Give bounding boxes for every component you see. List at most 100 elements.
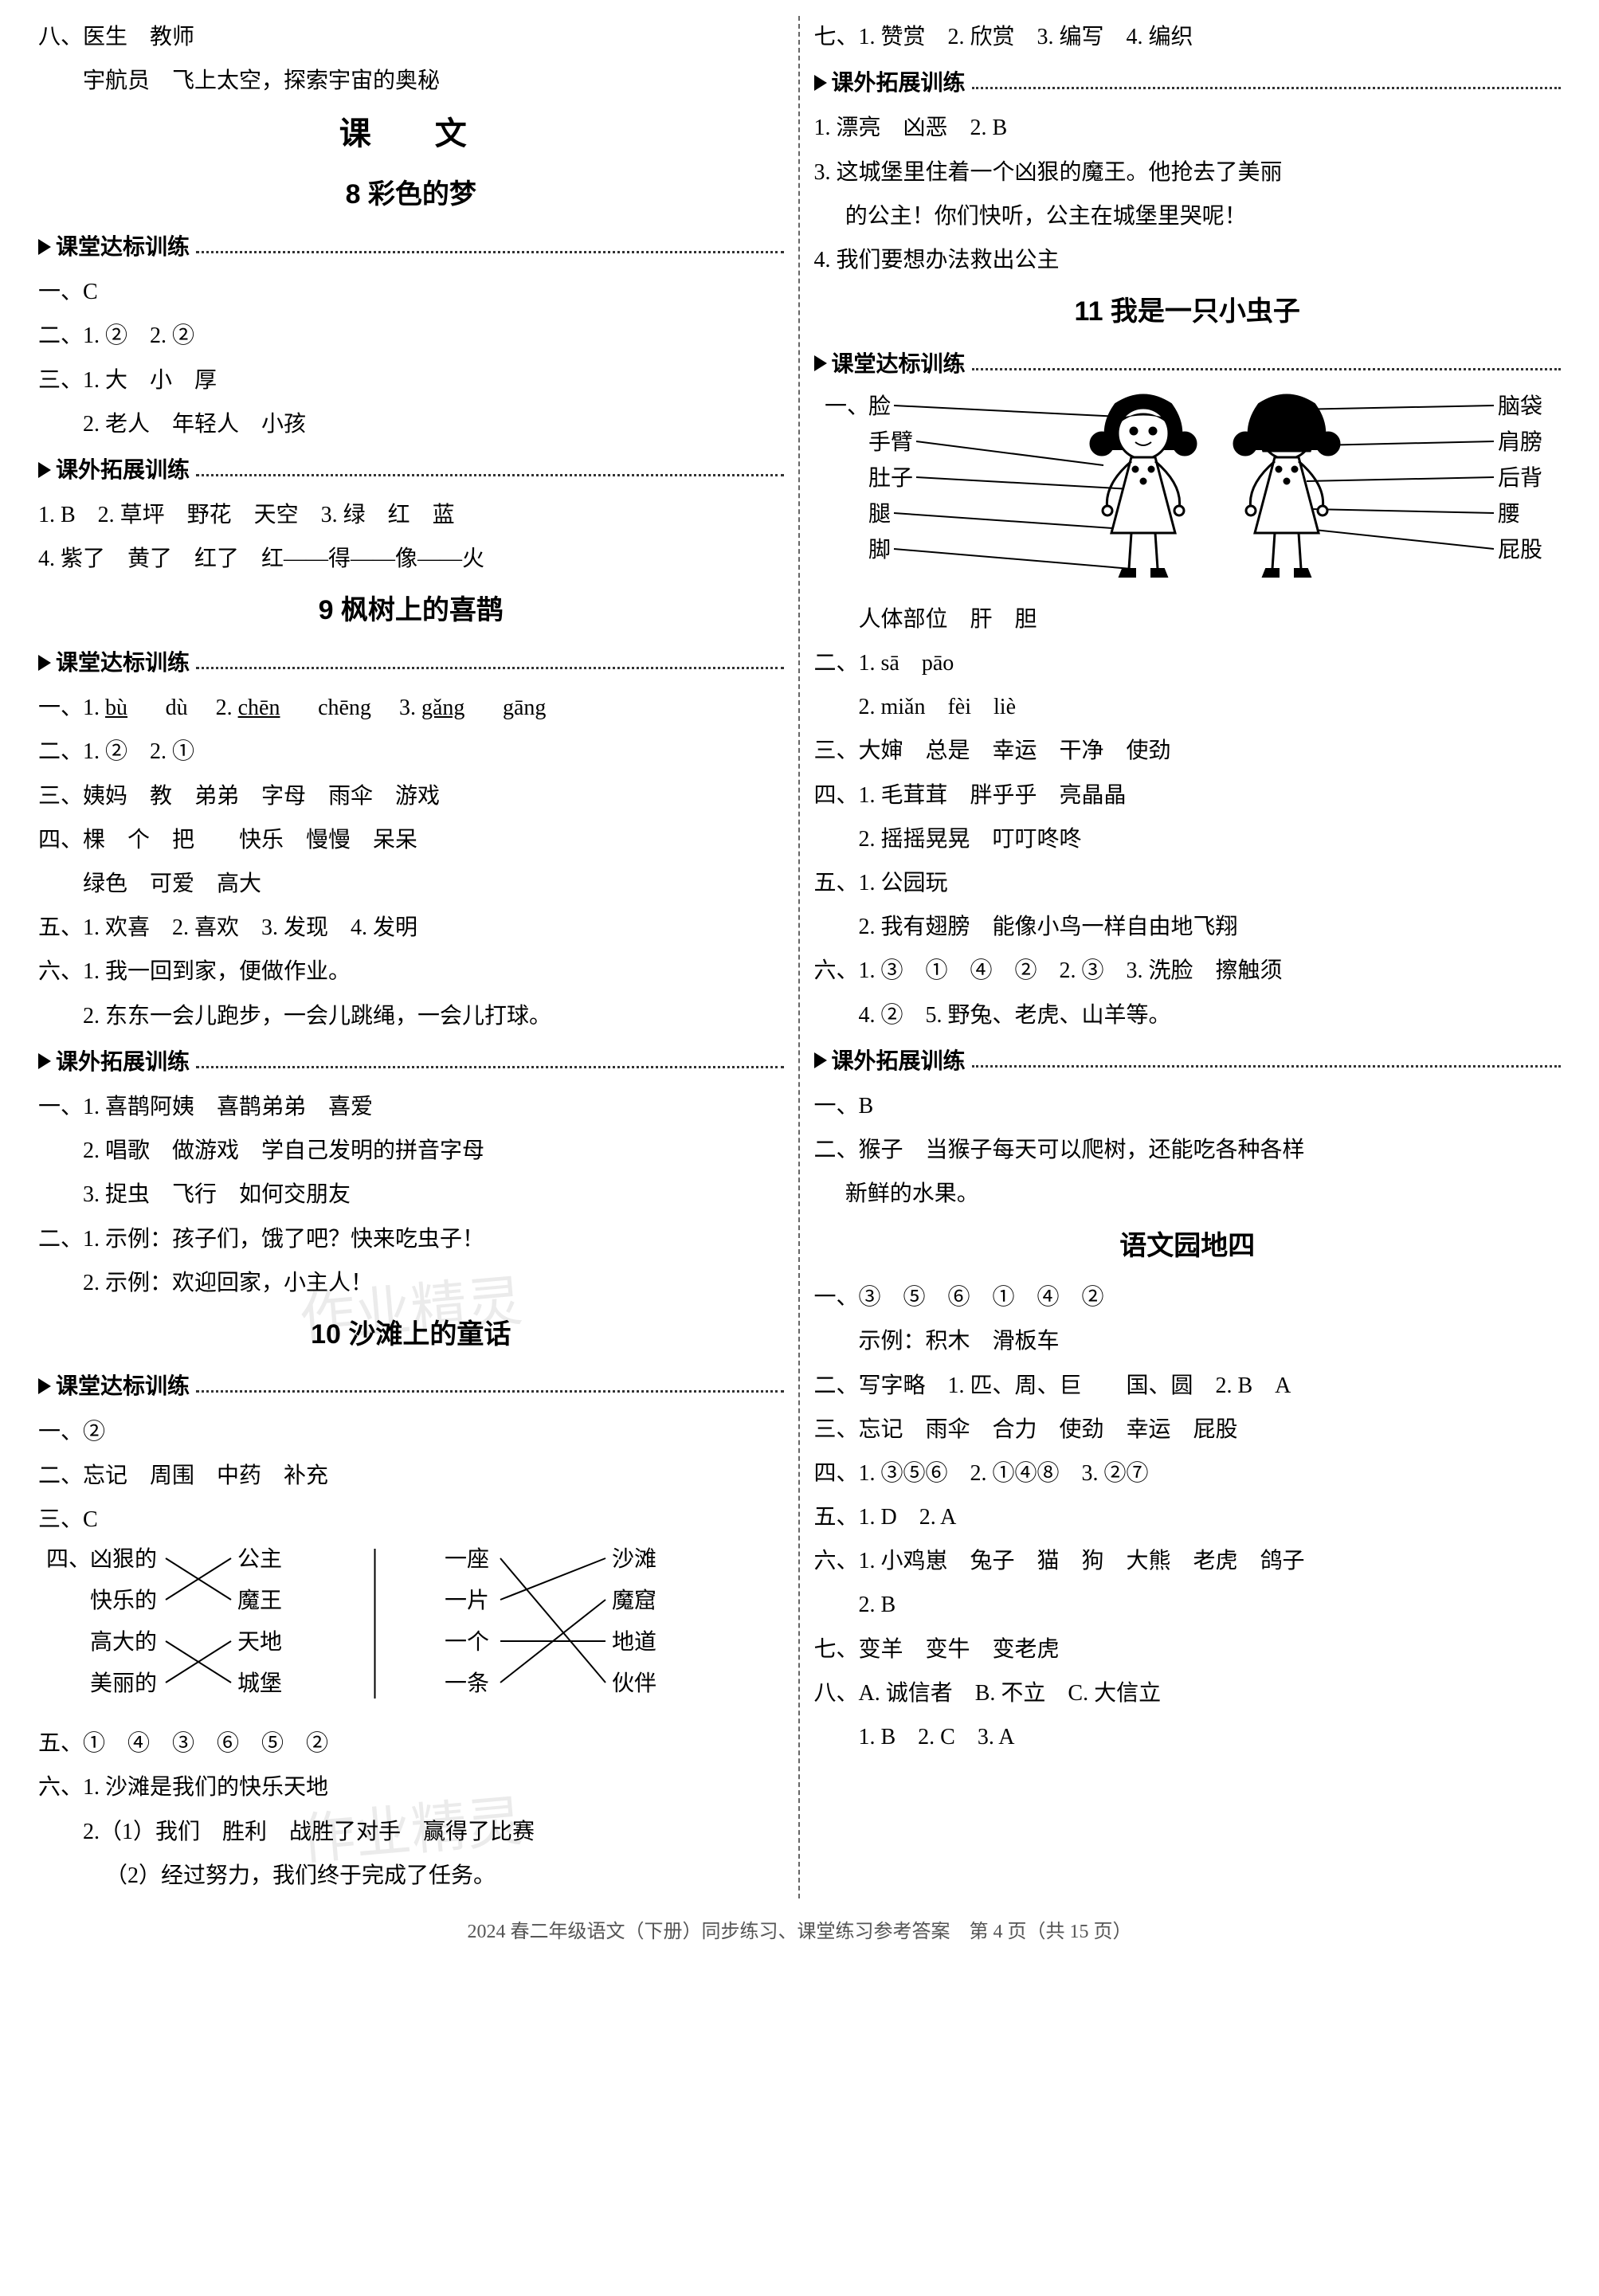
text: 一、1. <box>38 695 105 720</box>
svg-text:地道: 地道 <box>612 1629 656 1655</box>
text-line: 一、1. bù dù 2. chēn chēng 3. gǎng gāng <box>38 687 784 729</box>
text-line: 四、1. 毛茸茸 胖乎乎 亮晶晶 <box>814 774 1562 817</box>
text-line: 1. 漂亮 凶恶 2. B <box>814 107 1562 149</box>
svg-text:沙滩: 沙滩 <box>612 1546 656 1572</box>
text-line: 二、1. sā pāo <box>814 642 1562 684</box>
text-line: 二、1. ② 2. ② <box>38 315 784 357</box>
underlined-pinyin: chēn <box>238 695 280 720</box>
svg-text:后背: 后背 <box>1498 465 1542 491</box>
dotted-leader <box>196 1055 783 1068</box>
right-column: 七、1. 赞赏 2. 欣赏 3. 编写 4. 编织 课外拓展训练 1. 漂亮 凶… <box>800 16 1576 1898</box>
text-line: 三、C <box>38 1499 784 1541</box>
section-label: 课外拓展训练 <box>56 449 190 491</box>
page-footer: 2024 春二年级语文（下册）同步练习、课堂练习参考答案 第 4 页（共 15 … <box>0 1914 1599 1967</box>
lesson-title-11: 11 我是一只小虫子 <box>814 286 1562 338</box>
text-line: 2. 示例：欢迎回家，小主人！ <box>38 1262 784 1304</box>
section-title-yuandi4: 语文园地四 <box>814 1220 1562 1272</box>
left-column: 八、医生 教师 宇航员 飞上太空，探索宇宙的奥秘 课 文 8 彩色的梦 课堂达标… <box>24 16 800 1898</box>
text-line: 二、1. 示例：孩子们，饿了吧？快来吃虫子！ <box>38 1218 784 1260</box>
matching-diagram-q4: 四、凶狠的公主一座沙滩快乐的魔王一片魔窟高大的天地一个地道美丽的城堡一条伙伴 <box>38 1546 784 1721</box>
text-line: 三、大婶 总是 幸运 干净 使劲 <box>814 730 1562 772</box>
svg-text:美丽的: 美丽的 <box>90 1671 157 1696</box>
svg-text:城堡: 城堡 <box>237 1671 282 1696</box>
svg-text:公主: 公主 <box>237 1546 282 1572</box>
text-line: 2. 我有翅膀 能像小鸟一样自由地飞翔 <box>814 906 1562 948</box>
svg-text:肩膀: 肩膀 <box>1498 429 1542 455</box>
svg-text:脸: 脸 <box>868 394 891 419</box>
text-line: 五、① ④ ③ ⑥ ⑤ ② <box>38 1722 784 1765</box>
section-header: 课堂达标训练 <box>814 343 1562 385</box>
text-line: 2.（1）我们 胜利 战胜了对手 赢得了比赛 <box>38 1811 784 1853</box>
triangle-icon <box>814 75 827 91</box>
body-svg: 一、脸手臂肚子腿脚脑袋肩膀后背腰屁股 <box>817 390 1558 597</box>
text-line: 八、A. 诚信者 B. 不立 C. 大信立 <box>814 1672 1562 1714</box>
body-parts-diagram: 一、脸手臂肚子腿脚脑袋肩膀后背腰屁股 <box>814 390 1562 597</box>
text-line: 二、忘记 周围 中药 补充 <box>38 1455 784 1497</box>
triangle-icon <box>814 355 827 371</box>
text-line: 2. B <box>814 1584 1562 1626</box>
text-line: 4. ② 5. 野兔、老虎、山羊等。 <box>814 994 1562 1036</box>
text-line: 人体部位 肝 胆 <box>814 598 1562 641</box>
svg-text:高大的: 高大的 <box>90 1629 157 1655</box>
lesson-title-9: 9 枫树上的喜鹊 <box>38 585 784 637</box>
text-line: 示例：积木 滑板车 <box>814 1320 1562 1362</box>
svg-text:腿: 腿 <box>868 502 891 527</box>
section-label: 课堂达标训练 <box>832 343 966 385</box>
triangle-icon <box>38 462 51 478</box>
page-container: 八、医生 教师 宇航员 飞上太空，探索宇宙的奥秘 课 文 8 彩色的梦 课堂达标… <box>0 0 1599 1906</box>
text-line: 一、B <box>814 1085 1562 1127</box>
text-line: 一、③ ⑤ ⑥ ① ④ ② <box>814 1276 1562 1318</box>
svg-text:肚子: 肚子 <box>868 466 913 491</box>
text-line: 的公主！你们快听，公主在城堡里哭呢！ <box>814 195 1562 237</box>
triangle-icon <box>38 1053 51 1069</box>
section-header: 课外拓展训练 <box>814 1040 1562 1082</box>
pinyin: gāng <box>503 695 546 720</box>
text-line: 七、变羊 变牛 变老虎 <box>814 1628 1562 1671</box>
section-label: 课堂达标训练 <box>56 641 190 684</box>
svg-text:一、: 一、 <box>825 394 869 419</box>
text-line: 3. 这城堡里住着一个凶狠的魔王。他抢去了美丽 <box>814 151 1562 194</box>
section-title-kewen: 课 文 <box>38 104 784 164</box>
text-line: 五、1. D 2. A <box>814 1496 1562 1538</box>
text-line: 3. 捉虫 飞行 如何交朋友 <box>38 1173 784 1216</box>
svg-text:屁股: 屁股 <box>1498 538 1542 562</box>
text-line: 一、1. 喜鹊阿姨 喜鹊弟弟 喜爱 <box>38 1086 784 1128</box>
text-line: 二、写字略 1. 匹、周、巨 国、圆 2. B A <box>814 1365 1562 1407</box>
svg-text:四、: 四、 <box>46 1547 91 1572</box>
pinyin: chēng <box>318 695 371 720</box>
dotted-leader <box>196 1380 783 1393</box>
matching-svg: 四、凶狠的公主一座沙滩快乐的魔王一片魔窟高大的天地一个地道美丽的城堡一条伙伴 <box>38 1546 723 1721</box>
text-line: （2）经过努力，我们终于完成了任务。 <box>38 1855 784 1897</box>
text-line: 一、C <box>38 271 784 313</box>
section-label: 课外拓展训练 <box>832 1040 966 1082</box>
text-line: 四、棵 个 把 快乐 慢慢 呆呆 <box>38 819 784 861</box>
text-line: 二、猴子 当猴子每天可以爬树，还能吃各种各样 <box>814 1129 1562 1171</box>
section-header: 课堂达标训练 <box>38 1365 784 1407</box>
svg-text:伙伴: 伙伴 <box>612 1671 656 1696</box>
text-line: 4. 紫了 黄了 红了 红——得——像——火 <box>38 538 784 580</box>
section-label: 课外拓展训练 <box>56 1040 190 1083</box>
section-header: 课外拓展训练 <box>38 449 784 491</box>
svg-text:凶狠的: 凶狠的 <box>90 1546 157 1572</box>
svg-text:快乐的: 快乐的 <box>90 1588 157 1613</box>
text-line: 五、1. 欢喜 2. 喜欢 3. 发现 4. 发明 <box>38 907 784 949</box>
dotted-leader <box>972 76 1561 89</box>
svg-text:腰: 腰 <box>1498 502 1520 527</box>
section-label: 课堂达标训练 <box>56 1365 190 1407</box>
text: 3. <box>377 695 421 720</box>
text-line: 2. 唱歌 做游戏 学自己发明的拼音字母 <box>38 1130 784 1172</box>
svg-text:手臂: 手臂 <box>868 429 913 455</box>
text-line: 2. 摇摇晃晃 叮叮咚咚 <box>814 818 1562 860</box>
svg-text:天地: 天地 <box>237 1629 282 1655</box>
text-line: 2. miǎn fèi liè <box>814 686 1562 728</box>
svg-text:一片: 一片 <box>445 1588 489 1613</box>
text-line: 五、1. 公园玩 <box>814 862 1562 904</box>
text-line: 四、1. ③⑤⑥ 2. ①④⑧ 3. ②⑦ <box>814 1452 1562 1495</box>
text-line: 六、1. 沙滩是我们的快乐天地 <box>38 1766 784 1808</box>
text-line: 1. B 2. 草坪 野花 天空 3. 绿 红 蓝 <box>38 494 784 536</box>
section-label: 课堂达标训练 <box>56 225 190 268</box>
text-line: 一、② <box>38 1411 784 1453</box>
section-header: 课堂达标训练 <box>38 225 784 268</box>
section-header: 课外拓展训练 <box>814 61 1562 104</box>
text-line: 宇航员 飞上太空，探索宇宙的奥秘 <box>38 60 784 102</box>
